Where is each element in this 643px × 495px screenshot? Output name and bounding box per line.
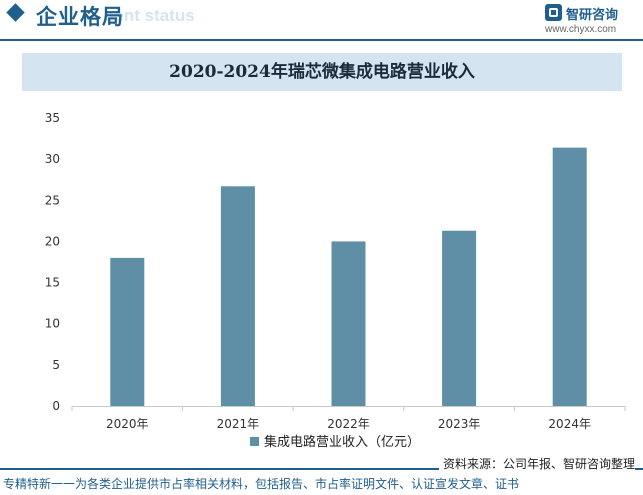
y-tick-label: 15	[45, 276, 60, 290]
brand: 智研咨询 www.chyxx.com	[545, 4, 635, 38]
y-tick-label: 35	[45, 111, 60, 125]
y-tick-label: 30	[45, 152, 60, 166]
section-subtitle: nent status	[104, 6, 195, 25]
bar	[110, 257, 145, 406]
bar	[220, 186, 255, 406]
y-tick-label: 10	[45, 317, 60, 331]
brand-url: www.chyxx.com	[545, 24, 617, 35]
bar	[331, 241, 366, 406]
footer-divider	[0, 468, 643, 470]
x-tick-label: 2020年	[106, 417, 149, 431]
legend-label: 集成电路营业收入（亿元）	[264, 434, 420, 450]
y-tick-label: 25	[45, 193, 60, 207]
bar	[552, 147, 587, 406]
y-tick-label: 0	[52, 399, 60, 413]
footer-slogan: 专精特新一一为各类企业提供市占率相关材料，包括报告、市占率证明文件、认证宣发文章…	[3, 477, 520, 491]
chart-title: 2020-2024年瑞芯微集成电路营业收入	[169, 62, 475, 82]
x-tick-label: 2024年	[548, 417, 591, 431]
bar	[442, 230, 477, 406]
x-tick-label: 2022年	[327, 417, 370, 431]
y-tick-label: 5	[52, 358, 60, 372]
y-tick-label: 20	[45, 234, 60, 248]
x-tick-label: 2021年	[217, 417, 260, 431]
source-note: 资料来源：公司年报、智研咨询整理	[438, 455, 635, 472]
header-divider	[0, 39, 643, 41]
section-title: 企业格局	[36, 5, 124, 29]
chart-title-band: 2020-2024年瑞芯微集成电路营业收入	[22, 53, 622, 91]
x-tick-label: 2023年	[438, 417, 481, 431]
brand-logo-icon	[545, 4, 562, 21]
legend-swatch	[250, 437, 259, 446]
header: nent status 企业格局 智研咨询 www.chyxx.com	[0, 0, 643, 41]
brand-name: 智研咨询	[566, 8, 619, 23]
